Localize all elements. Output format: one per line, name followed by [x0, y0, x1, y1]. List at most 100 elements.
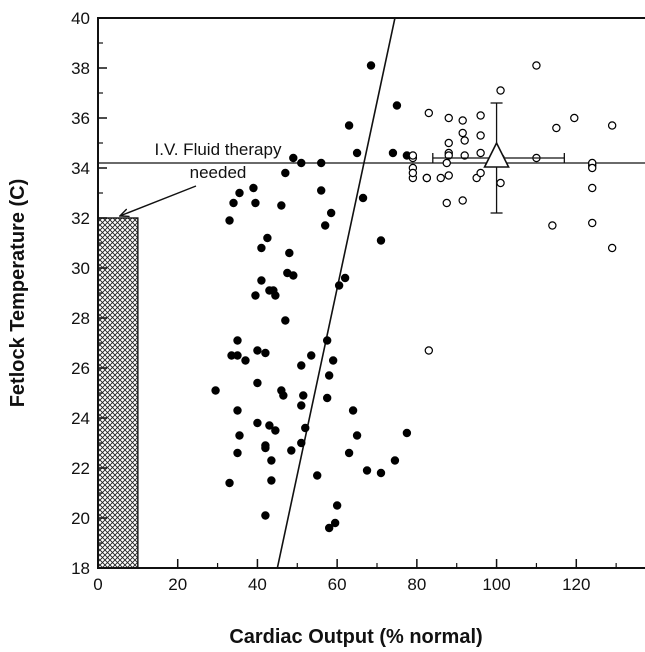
y-tick-label: 28: [71, 309, 90, 328]
data-point-open: [458, 116, 467, 125]
x-tick-label: 40: [248, 575, 267, 594]
data-point-filled: [344, 448, 354, 458]
data-point-filled: [326, 208, 336, 218]
data-point-filled: [253, 346, 262, 355]
data-point-filled: [257, 276, 266, 285]
data-point-filled: [233, 351, 242, 360]
data-point-open: [552, 123, 561, 133]
data-point-filled: [233, 448, 242, 458]
data-point-filled: [376, 236, 386, 245]
data-point-filled: [253, 378, 262, 388]
data-point-filled: [261, 348, 270, 358]
data-point-filled: [267, 476, 276, 485]
mean-triangle-marker: [483, 141, 510, 168]
x-tick-label: 20: [168, 575, 187, 594]
data-point-open: [588, 218, 597, 228]
data-point-open: [460, 136, 469, 145]
data-point-filled: [235, 188, 244, 198]
y-tick-label: 40: [71, 9, 90, 28]
data-point-filled: [287, 446, 296, 455]
data-point-filled: [352, 148, 362, 158]
data-point-open: [444, 113, 453, 123]
data-point-open: [442, 158, 451, 168]
y-tick-label: 22: [71, 459, 90, 478]
data-point-filled: [297, 401, 306, 410]
data-point-open: [444, 171, 453, 180]
data-point-open: [424, 346, 434, 355]
data-point-filled: [233, 406, 242, 415]
data-point-open: [458, 196, 467, 205]
data-point-filled: [289, 153, 298, 163]
data-point-open: [476, 111, 485, 120]
data-point-filled: [233, 336, 242, 345]
data-point-open: [408, 168, 418, 178]
x-tick-label: 0: [93, 575, 102, 594]
y-tick-label: 26: [71, 359, 90, 378]
x-tick-label: 60: [328, 575, 347, 594]
data-point-filled: [281, 316, 290, 325]
data-point-filled: [235, 431, 244, 440]
data-point-filled: [251, 198, 260, 208]
y-tick-label: 30: [71, 259, 90, 278]
data-point-open: [424, 108, 434, 118]
data-point-filled: [334, 281, 344, 290]
data-point-filled: [261, 443, 270, 453]
data-point-filled: [265, 421, 274, 430]
data-point-filled: [330, 518, 340, 528]
data-point-open: [444, 151, 453, 160]
data-point-filled: [253, 418, 262, 428]
data-point-filled: [402, 428, 412, 438]
data-point-filled: [271, 426, 280, 435]
data-point-filled: [271, 291, 280, 300]
data-point-filled: [324, 523, 334, 533]
data-point-open: [436, 173, 445, 183]
data-point-filled: [340, 273, 350, 283]
data-point-open: [458, 128, 467, 138]
plot-frame: [97, 17, 645, 569]
x-tick-label: 120: [562, 575, 590, 594]
data-point-filled: [320, 221, 330, 230]
data-point-open: [532, 61, 541, 70]
y-tick-label: 38: [71, 59, 90, 78]
regression-line: [276, 17, 396, 569]
data-point-filled: [322, 393, 332, 403]
data-point-filled: [390, 456, 400, 465]
data-point-filled: [211, 386, 220, 395]
data-point-open: [548, 221, 557, 230]
data-point-open: [444, 138, 453, 148]
data-point-open: [607, 121, 617, 130]
data-point-filled: [344, 121, 354, 130]
annotation: I.V. Fluid therapy needed: [120, 140, 282, 216]
shaded-region: [97, 217, 139, 569]
data-point-open: [408, 151, 418, 160]
data-point-filled: [313, 471, 322, 480]
data-point-filled: [229, 198, 238, 208]
data-point-filled: [289, 271, 298, 280]
data-point-filled: [324, 371, 334, 380]
x-tick-label: 80: [407, 575, 426, 594]
data-point-filled: [317, 186, 326, 195]
data-point-filled: [225, 478, 234, 488]
data-point-filled: [261, 511, 270, 520]
data-point-filled: [297, 438, 306, 448]
data-point-open: [607, 243, 617, 253]
data-point-filled: [352, 431, 362, 440]
data-point-open: [476, 168, 485, 178]
annotation-line-1: I.V. Fluid therapy: [155, 140, 282, 159]
data-point-filled: [279, 391, 288, 400]
data-point-filled: [241, 356, 250, 365]
y-tick-label: 20: [71, 509, 90, 528]
data-point-filled: [299, 391, 308, 400]
data-point-filled: [267, 456, 276, 465]
data-point-filled: [328, 356, 338, 365]
data-point-filled: [251, 291, 260, 300]
data-point-filled: [249, 183, 258, 193]
data-point-filled: [297, 361, 306, 370]
x-axis-title: Cardiac Output (% normal): [229, 626, 482, 648]
data-point-open: [442, 198, 451, 208]
y-tick-label: 32: [71, 209, 90, 228]
y-tick-label: 36: [71, 109, 90, 128]
data-point-filled: [376, 468, 386, 478]
data-point-filled: [317, 158, 326, 168]
